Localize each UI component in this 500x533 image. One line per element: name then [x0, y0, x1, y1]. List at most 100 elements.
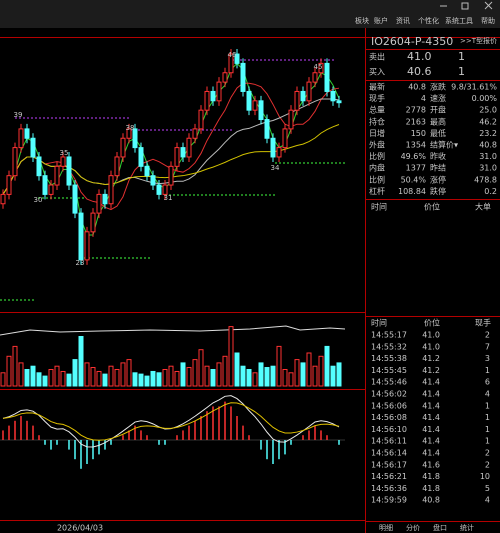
volume-bar	[174, 370, 180, 387]
price-annotation: 35	[60, 149, 69, 157]
volume-bar	[324, 345, 330, 387]
candle	[210, 90, 216, 102]
volume-bar	[288, 372, 294, 387]
restore[interactable]	[461, 2, 469, 10]
field-label: 速涨	[430, 93, 446, 103]
field-value: 49.6%	[401, 152, 427, 161]
tick-time: 14:56:14	[371, 449, 407, 458]
tick-price: 41.8	[422, 484, 440, 493]
column-header: 价位	[424, 318, 440, 328]
field-value: 23.2	[479, 129, 497, 138]
volume-bar	[300, 362, 306, 387]
candle	[30, 137, 36, 158]
tick-time: 14:56:02	[371, 390, 407, 399]
volume-bar	[318, 355, 324, 387]
candle	[216, 81, 222, 102]
price-annotation: 45	[314, 63, 323, 71]
menu-item[interactable]: 板块	[355, 16, 369, 25]
candle	[24, 128, 30, 139]
menu-item[interactable]: 资讯	[396, 16, 410, 25]
price-annotation: 31	[164, 194, 173, 202]
field-label: 持仓	[369, 116, 385, 126]
tick-time: 14:55:45	[371, 366, 407, 375]
tick-time: 14:56:21	[371, 472, 407, 481]
candle	[186, 137, 192, 158]
ask-qty: 1	[458, 50, 465, 63]
tick-qty: 2	[485, 449, 490, 458]
tick-time: 14:55:38	[371, 354, 407, 363]
field-value: 1377	[406, 164, 426, 173]
t-quote-link[interactable]: >>T型报价	[460, 36, 497, 45]
tab[interactable]: 统计	[460, 523, 474, 532]
date-label: 2026/04/03	[57, 524, 103, 533]
field-label: 开盘	[430, 105, 446, 115]
field-value: 46.2	[479, 117, 497, 126]
volume-bar	[168, 365, 174, 387]
column-header: 大单	[475, 202, 491, 212]
menu-item[interactable]: 帮助	[481, 16, 495, 25]
volume-bar	[126, 359, 132, 387]
tick-time: 14:56:36	[371, 484, 407, 493]
candle	[198, 109, 204, 130]
field-value: 4	[421, 94, 426, 103]
field-value: 40.8	[408, 83, 426, 92]
candle	[282, 128, 288, 149]
candle	[6, 175, 12, 195]
field-value: 0.00%	[472, 94, 498, 103]
tick-price: 41.2	[422, 366, 440, 375]
tick-time: 14:56:08	[371, 413, 407, 422]
field-label: 昨结	[430, 163, 446, 173]
candle	[132, 128, 138, 149]
candle	[336, 100, 342, 104]
column-header: 现手	[475, 318, 491, 328]
volume-bar	[228, 326, 234, 387]
volume-bar	[246, 369, 252, 387]
menu-item[interactable]: 个性化	[418, 16, 439, 25]
tick-time: 14:55:46	[371, 378, 407, 387]
window-controls	[440, 1, 493, 10]
volume-bar	[276, 345, 282, 387]
candle	[252, 100, 258, 111]
volume-bar	[48, 369, 54, 387]
volume-bar	[222, 355, 228, 387]
tick-price: 41.4	[422, 449, 440, 458]
tick-price: 41.8	[422, 472, 440, 481]
field-value: 31.0	[479, 164, 497, 173]
close	[484, 1, 493, 10]
menu-item[interactable]: 账户	[374, 16, 388, 25]
candle	[144, 165, 150, 177]
candle	[324, 62, 330, 92]
volume-bar	[294, 359, 300, 387]
volume-bar	[180, 362, 186, 387]
volume-bar	[240, 365, 246, 387]
tab[interactable]: 明细	[379, 523, 393, 532]
tick-price: 41.4	[422, 437, 440, 446]
tick-qty: 1	[485, 437, 490, 446]
volume-bar	[66, 373, 72, 387]
volume-bar	[24, 369, 30, 387]
volume-bar	[204, 365, 210, 387]
tick-qty: 1	[485, 366, 490, 375]
candle	[72, 184, 78, 214]
tick-qty: 4	[485, 390, 490, 399]
field-label: 跌停	[430, 186, 446, 196]
menu-item[interactable]: 系统工具	[445, 16, 473, 25]
candle	[270, 137, 276, 158]
tick-qty: 1	[485, 413, 490, 422]
candle	[42, 175, 48, 195]
candle	[90, 212, 96, 233]
contract: IO2604-P-4350	[371, 35, 453, 48]
field-label: 最高	[430, 116, 446, 126]
volume-bar	[108, 365, 114, 387]
tab[interactable]: 分价	[406, 523, 420, 532]
volume-bar	[12, 345, 18, 387]
field-label: 比例	[369, 174, 385, 184]
candle	[84, 231, 90, 261]
column-header: 时间	[371, 202, 387, 212]
volume-bar	[96, 370, 102, 387]
tab[interactable]: 盘口	[433, 523, 447, 532]
candle	[120, 137, 126, 158]
field-value: 9.8/31.61%	[451, 83, 497, 92]
tick-price: 41.6	[422, 460, 440, 469]
